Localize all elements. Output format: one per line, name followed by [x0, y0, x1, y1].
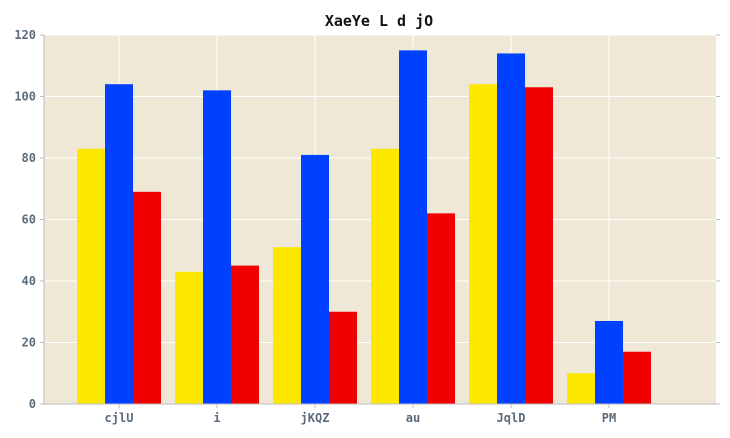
bar: [231, 265, 259, 404]
plot-area: 0 20 40 60 80 100 120 cjlU i jKQZ au JqlD PM: [14, 28, 720, 425]
bar: [133, 191, 161, 404]
bar: [623, 351, 651, 404]
x-tick-label: JqlD: [497, 411, 526, 425]
y-tick-label: 20: [22, 336, 36, 350]
x-tick-label: jKQZ: [301, 411, 330, 425]
bar: [567, 373, 595, 404]
x-tick-label: au: [406, 411, 420, 425]
bar: [273, 247, 301, 404]
y-tick-label: 100: [14, 90, 36, 104]
bar: [105, 84, 133, 404]
bar: [175, 271, 203, 404]
bar: [469, 84, 497, 404]
x-tick-label: i: [213, 411, 220, 425]
x-tick-label: cjlU: [105, 411, 134, 425]
y-tick-label: 120: [14, 28, 36, 42]
bar: [525, 87, 553, 405]
bar: [497, 53, 525, 404]
bar: [371, 148, 399, 404]
chart-title: XaeYe L d jO: [325, 12, 433, 30]
y-tick-label: 60: [22, 213, 36, 227]
bar: [203, 90, 231, 404]
bar: [399, 50, 427, 404]
bar: [595, 320, 623, 404]
bar: [77, 148, 105, 404]
y-tick-label: 40: [22, 274, 36, 288]
y-tick-label: 0: [29, 397, 36, 411]
y-tick-label: 80: [22, 151, 36, 165]
bar: [427, 213, 455, 404]
bar: [301, 154, 329, 404]
bar: [329, 311, 357, 404]
x-tick-label: PM: [602, 411, 616, 425]
